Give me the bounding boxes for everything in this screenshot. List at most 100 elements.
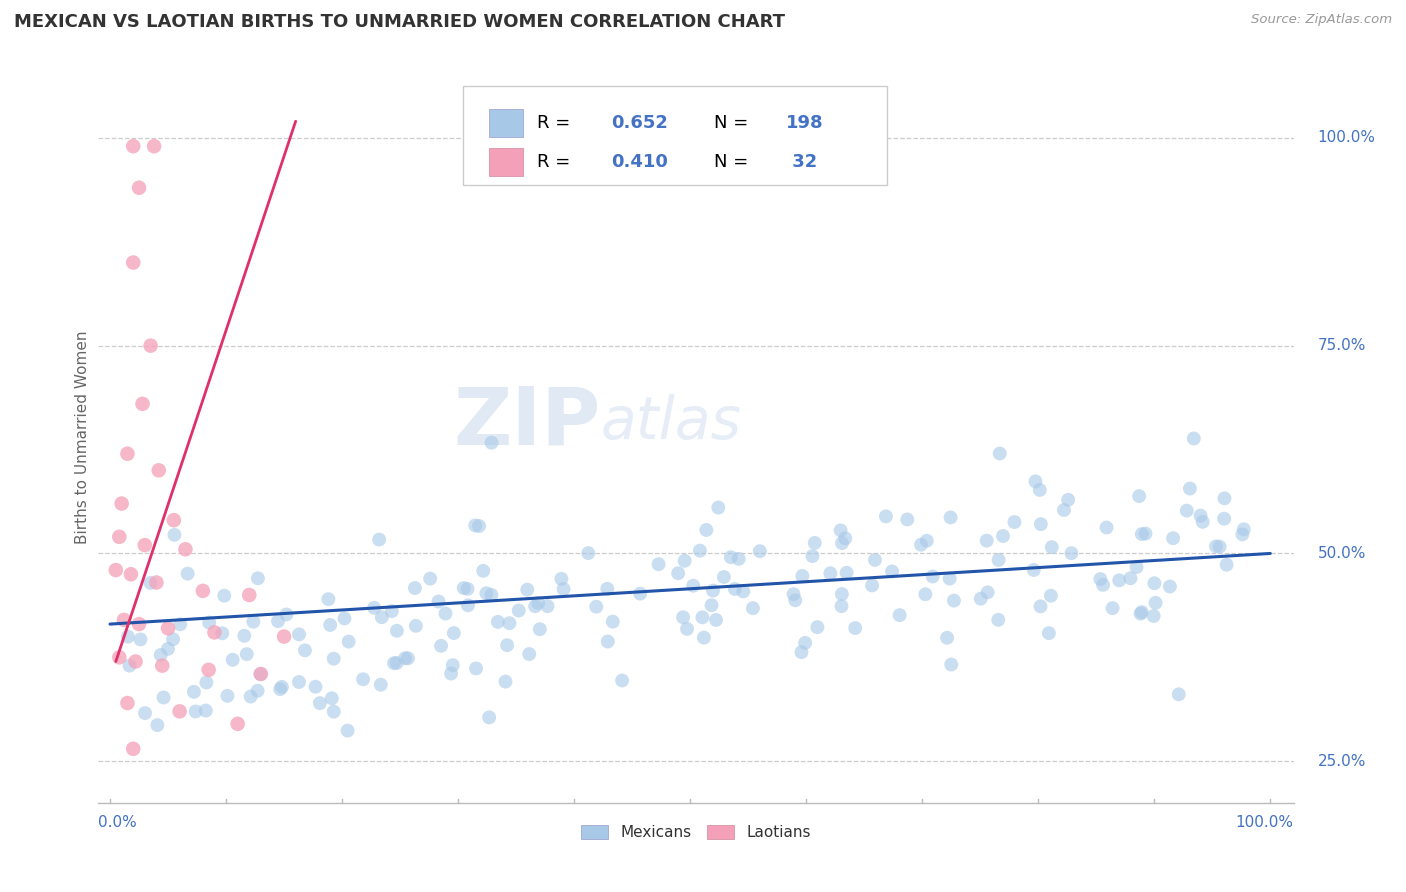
Point bbox=[381, 604, 404, 618]
Point bbox=[118, 658, 141, 673]
Point bbox=[610, 673, 633, 688]
Point bbox=[970, 591, 993, 606]
Point bbox=[1191, 515, 1213, 529]
Point bbox=[385, 656, 408, 670]
Point bbox=[211, 626, 233, 640]
Y-axis label: Births to Unmarried Women: Births to Unmarried Women bbox=[75, 330, 90, 544]
Point bbox=[835, 566, 858, 580]
Point bbox=[108, 530, 131, 544]
Point bbox=[183, 685, 205, 699]
Point bbox=[319, 618, 342, 632]
Point bbox=[875, 509, 897, 524]
Legend: Mexicans, Laotians: Mexicans, Laotians bbox=[575, 819, 817, 847]
Point bbox=[131, 397, 153, 411]
Point bbox=[602, 615, 624, 629]
Point bbox=[517, 647, 540, 661]
Point bbox=[318, 592, 340, 607]
Point bbox=[550, 572, 572, 586]
Point bbox=[479, 588, 502, 602]
Point bbox=[1130, 605, 1153, 619]
Point bbox=[419, 572, 441, 586]
Point bbox=[702, 583, 724, 598]
Text: N =: N = bbox=[714, 114, 754, 132]
Point bbox=[801, 549, 824, 563]
Point bbox=[790, 645, 813, 659]
Text: atlas: atlas bbox=[600, 394, 741, 451]
Point bbox=[156, 641, 179, 656]
Point bbox=[184, 705, 207, 719]
Point bbox=[496, 638, 519, 652]
Point bbox=[1161, 531, 1184, 545]
Text: 0.652: 0.652 bbox=[612, 114, 668, 132]
Point bbox=[1189, 508, 1212, 523]
Point bbox=[453, 581, 475, 595]
Point bbox=[689, 543, 711, 558]
Point bbox=[176, 566, 198, 581]
Point bbox=[269, 682, 291, 697]
Point bbox=[122, 139, 145, 153]
Point bbox=[938, 572, 960, 586]
Point bbox=[157, 621, 180, 635]
Point bbox=[163, 528, 186, 542]
Point bbox=[742, 601, 765, 615]
Point bbox=[720, 550, 742, 565]
Point bbox=[782, 587, 804, 601]
Point bbox=[880, 565, 903, 579]
Point bbox=[921, 569, 943, 583]
Point bbox=[370, 678, 392, 692]
Point bbox=[987, 613, 1010, 627]
Point bbox=[988, 446, 1011, 460]
Point bbox=[198, 615, 221, 630]
Point bbox=[122, 255, 145, 269]
Point bbox=[1024, 475, 1046, 489]
Point bbox=[214, 589, 236, 603]
Point bbox=[239, 690, 262, 704]
Point bbox=[250, 667, 273, 681]
Point bbox=[337, 634, 360, 648]
Text: 75.0%: 75.0% bbox=[1317, 338, 1365, 353]
Point bbox=[1004, 515, 1026, 529]
Point bbox=[748, 544, 770, 558]
Text: 50.0%: 50.0% bbox=[1317, 546, 1365, 561]
Point bbox=[169, 705, 191, 719]
Point bbox=[585, 599, 607, 614]
Text: 32: 32 bbox=[786, 153, 817, 171]
Point bbox=[676, 622, 699, 636]
Point bbox=[371, 610, 394, 624]
Text: MEXICAN VS LAOTIAN BIRTHS TO UNMARRIED WOMEN CORRELATION CHART: MEXICAN VS LAOTIAN BIRTHS TO UNMARRIED W… bbox=[14, 13, 785, 31]
Point bbox=[169, 617, 191, 632]
Point bbox=[529, 622, 551, 636]
Point bbox=[273, 630, 295, 644]
Point bbox=[309, 696, 332, 710]
Point bbox=[1119, 571, 1142, 585]
Point bbox=[693, 631, 716, 645]
Point bbox=[830, 524, 852, 538]
Point bbox=[1208, 540, 1230, 554]
Point bbox=[276, 607, 298, 622]
Point bbox=[803, 536, 825, 550]
Point bbox=[333, 611, 356, 625]
Text: 0.410: 0.410 bbox=[612, 153, 668, 171]
Point bbox=[733, 584, 755, 599]
Point bbox=[162, 632, 184, 647]
Point bbox=[1060, 546, 1083, 560]
Point bbox=[1159, 580, 1181, 594]
Point bbox=[516, 582, 538, 597]
Point bbox=[221, 653, 243, 667]
FancyBboxPatch shape bbox=[463, 86, 887, 185]
Text: Source: ZipAtlas.com: Source: ZipAtlas.com bbox=[1251, 13, 1392, 27]
Point bbox=[352, 672, 374, 686]
Point bbox=[1108, 574, 1130, 588]
Point bbox=[672, 610, 695, 624]
Point bbox=[508, 603, 530, 617]
Point bbox=[1215, 558, 1237, 572]
Point bbox=[233, 629, 256, 643]
Point bbox=[139, 339, 162, 353]
Point bbox=[104, 563, 127, 577]
Point bbox=[249, 667, 271, 681]
Point bbox=[1213, 511, 1236, 525]
Point bbox=[1144, 596, 1167, 610]
Point bbox=[191, 583, 214, 598]
Point bbox=[936, 631, 959, 645]
Point bbox=[1130, 527, 1153, 541]
